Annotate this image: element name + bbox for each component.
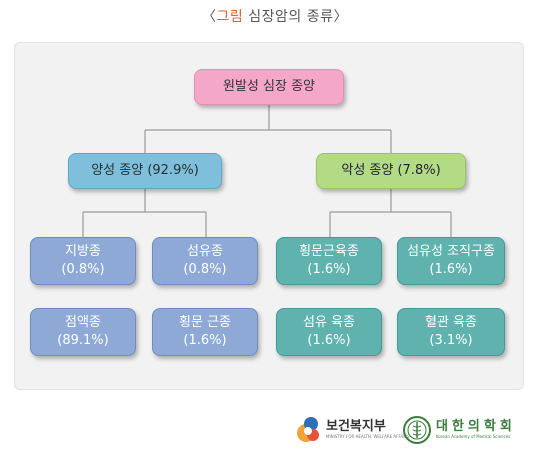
figure-title: 〈그림 심장암의 종류〉 [0, 6, 550, 26]
leaf-name: 횡문근육종 [299, 244, 359, 259]
leaf-name: 섬유종 [187, 244, 223, 259]
academy-name: 대한의학회 [436, 419, 516, 434]
title-close-bracket: 〉 [333, 9, 348, 25]
leaf-percent: (3.1%) [429, 333, 473, 348]
malignant-label: 악성 종양 (7.8%) [341, 163, 441, 178]
leaf-fibrous-histiocytoma: 섬유성 조직구종 (1.6%) [397, 237, 505, 285]
title-lead: 그림 [216, 9, 244, 25]
leaf-name: 섬유성 조직구종 [407, 244, 495, 259]
root-label: 원발성 심장 종양 [223, 79, 315, 94]
leaf-name: 혈관 육종 [425, 315, 477, 330]
leaf-percent: (89.1%) [57, 333, 109, 348]
malignant-tumor-node: 악성 종양 (7.8%) [316, 153, 466, 189]
title-text: 심장암의 종류 [248, 9, 334, 25]
academy-subtitle: Korean Academy of Medical Sciences [436, 434, 511, 439]
leaf-rhabdomyoma: 횡문 근종 (1.6%) [152, 308, 258, 356]
ministry-name: 보건복지부 [326, 419, 386, 434]
benign-label: 양성 종양 (92.9%) [91, 163, 199, 178]
leaf-name: 섬유 육종 [303, 315, 355, 330]
ministry-subtitle: MINISTRY FOR HEALTH, WELFARE AFFAIRS [326, 434, 410, 439]
leaf-fibrosarcoma: 섬유 육종 (1.6%) [276, 308, 382, 356]
leaf-percent: (1.6%) [307, 333, 351, 348]
leaf-fibroma: 섬유종 (0.8%) [152, 237, 258, 285]
ministry-logo-icon [297, 417, 319, 442]
academy-logo: 대한의학회 Korean Academy of Medical Sciences [402, 410, 516, 450]
leaf-name: 지방종 [65, 244, 101, 259]
leaf-rhabdomyosarcoma: 횡문근육종 (1.6%) [276, 237, 382, 285]
leaf-percent: (1.6%) [307, 262, 351, 277]
leaf-angiosarcoma: 혈관 육종 (3.1%) [397, 308, 505, 356]
title-open-bracket: 〈 [202, 9, 217, 25]
leaf-percent: (0.8%) [183, 262, 227, 277]
leaf-percent: (1.6%) [429, 262, 473, 277]
leaf-name: 횡문 근종 [179, 315, 231, 330]
leaf-name: 점액종 [65, 315, 101, 330]
academy-emblem-icon [403, 416, 431, 444]
ministry-logo: 보건복지부 MINISTRY FOR HEALTH, WELFARE AFFAI… [296, 410, 410, 450]
leaf-percent: (0.8%) [61, 262, 105, 277]
benign-tumor-node: 양성 종양 (92.9%) [68, 153, 222, 189]
leaf-lipoma: 지방종 (0.8%) [30, 237, 136, 285]
root-node: 원발성 심장 종양 [194, 69, 344, 105]
leaf-percent: (1.6%) [183, 333, 227, 348]
leaf-myxoma: 점액종 (89.1%) [30, 308, 136, 356]
